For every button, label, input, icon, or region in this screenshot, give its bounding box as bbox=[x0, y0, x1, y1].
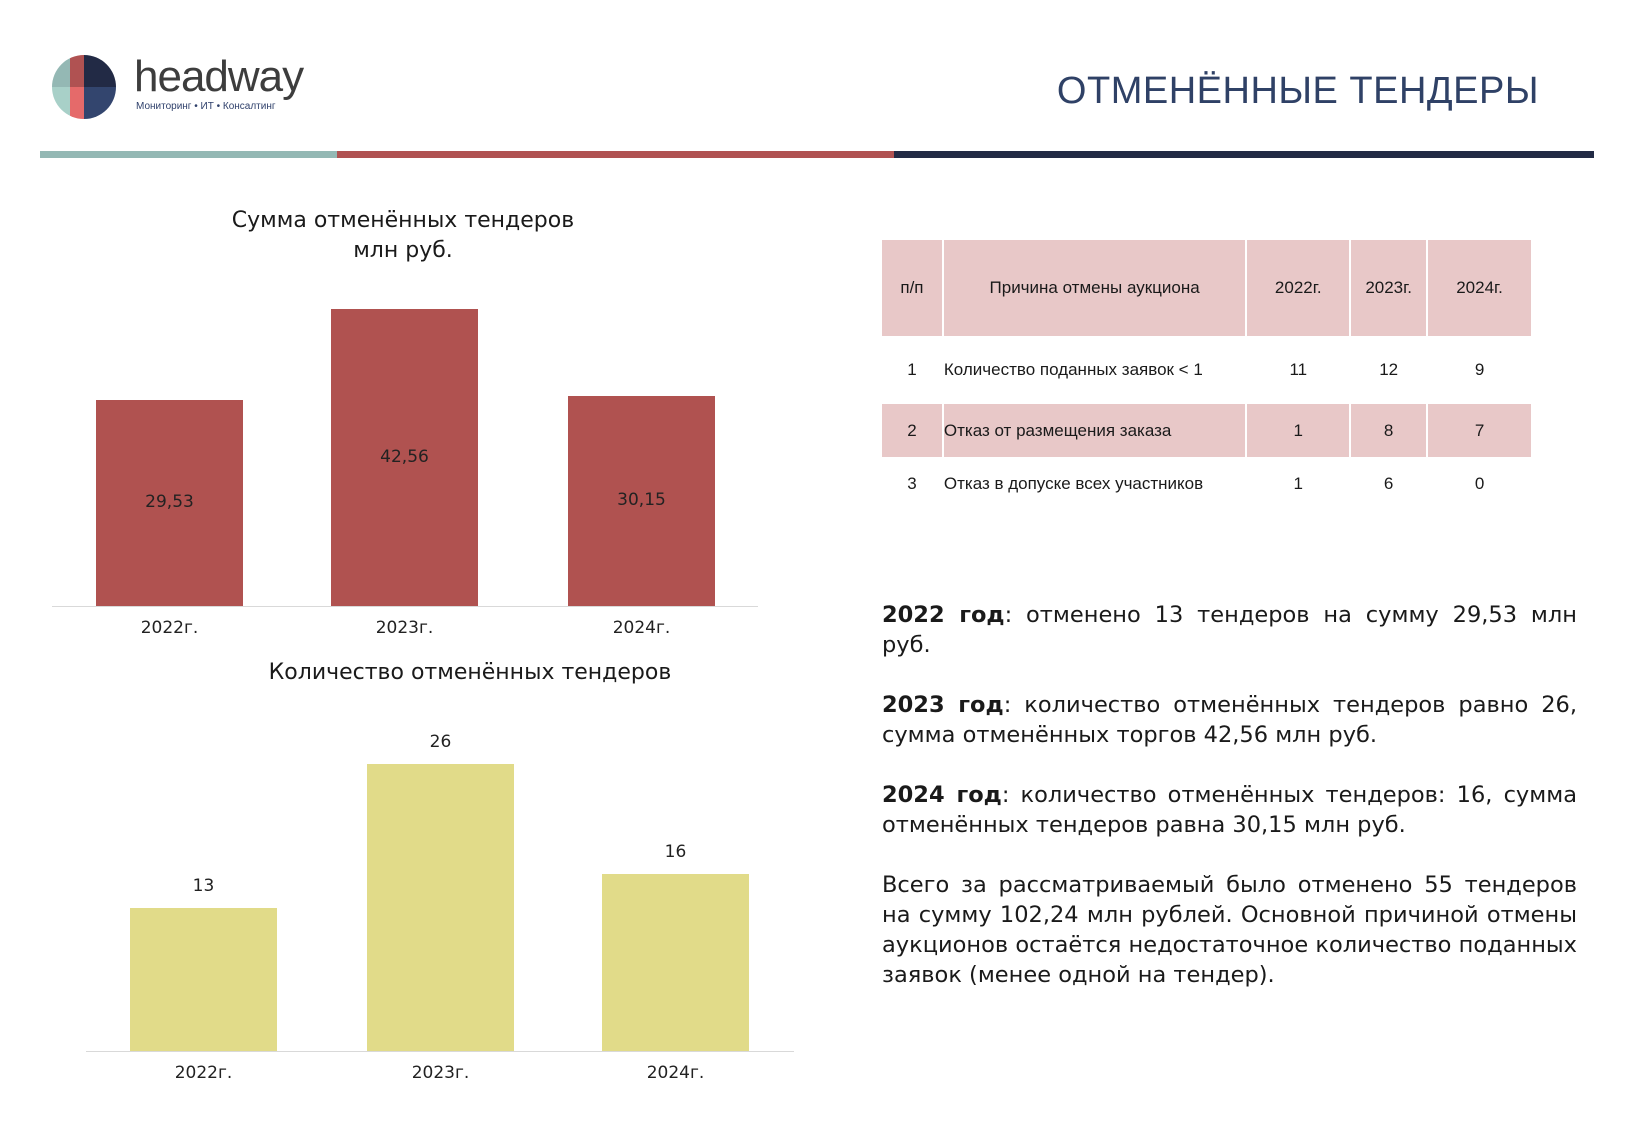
data-label: 16 bbox=[664, 842, 687, 863]
bar-2023г. bbox=[331, 309, 478, 606]
cell: 3 bbox=[882, 457, 944, 511]
header-cell: 2023г. bbox=[1350, 240, 1429, 336]
summary-year: 2022 год bbox=[882, 602, 1005, 628]
summary-body: : отменено 13 тендеров на сумму 29,53 мл… bbox=[882, 602, 1577, 658]
summary-total: Всего за рассматриваемый было отменено 5… bbox=[882, 870, 1577, 990]
bar-2024г. bbox=[568, 395, 715, 606]
chart1-subtitle: млн руб. bbox=[353, 238, 453, 263]
chart2-axis bbox=[86, 1051, 794, 1052]
page-title: ОТМЕНЁННЫЕ ТЕНДЕРЫ bbox=[1056, 70, 1539, 112]
table-row: 1 Количество поданных заявок < 1 11 12 9 bbox=[882, 336, 1533, 404]
bar-2023г. bbox=[367, 764, 514, 1051]
cell: 2 bbox=[882, 404, 944, 457]
chart1-title-block: Сумма отменённых тендеров млн руб. bbox=[203, 206, 603, 266]
cell: 1 bbox=[882, 336, 944, 404]
cell: 1 bbox=[1246, 404, 1352, 457]
cell: Отказ в допуске всех участников bbox=[942, 457, 1248, 511]
cell: 1 bbox=[1246, 457, 1352, 511]
reasons-table: п/п Причина отмены аукциона 2022г. 2023г… bbox=[882, 240, 1533, 511]
summary-2024: 2024 год: количество отменённых тендеров… bbox=[882, 780, 1577, 840]
bar-2022г. bbox=[130, 907, 277, 1051]
brand-tagline: Мониторинг • ИТ • Консалтинг bbox=[136, 101, 276, 112]
cell: 11 bbox=[1246, 336, 1352, 404]
logo-icon bbox=[52, 55, 116, 119]
cell: 6 bbox=[1350, 457, 1429, 511]
cell: 8 bbox=[1350, 404, 1429, 457]
brand-logo-text: headway bbox=[134, 52, 304, 101]
data-label: 30,15 bbox=[617, 489, 666, 510]
data-label: 42,56 bbox=[380, 446, 429, 467]
summary-body: Всего за рассматриваемый было отменено 5… bbox=[882, 872, 1577, 988]
cell: 7 bbox=[1427, 404, 1533, 457]
category-label: 2024г. bbox=[646, 1063, 705, 1083]
table-row: 3 Отказ в допуске всех участников 1 6 0 bbox=[882, 457, 1533, 511]
cell: 0 bbox=[1427, 457, 1533, 511]
cell: Количество поданных заявок < 1 bbox=[942, 336, 1248, 404]
summary-body: : количество отменённых тендеров равно 2… bbox=[882, 692, 1578, 748]
header-cell: 2024г. bbox=[1427, 240, 1533, 336]
data-label: 13 bbox=[192, 875, 215, 896]
cell: Отказ от размещения заказа bbox=[942, 404, 1248, 457]
header-cell: 2022г. bbox=[1246, 240, 1352, 336]
summary-body: : количество отменённых тендеров: 16, су… bbox=[882, 782, 1577, 838]
stripe-red bbox=[337, 151, 894, 158]
chart2-title: Количество отменённых тендеров bbox=[268, 660, 672, 685]
stripe-teal bbox=[40, 151, 337, 158]
header-cell: п/п bbox=[882, 240, 944, 336]
bar-2022г. bbox=[96, 399, 243, 606]
category-label: 2022г. bbox=[140, 618, 199, 638]
cell: 12 bbox=[1350, 336, 1429, 404]
stripe-navy bbox=[894, 151, 1594, 158]
header-cell: Причина отмены аукциона bbox=[942, 240, 1248, 336]
table-row: 2 Отказ от размещения заказа 1 8 7 bbox=[882, 404, 1533, 457]
category-label: 2023г. bbox=[411, 1063, 470, 1083]
cell: 9 bbox=[1427, 336, 1533, 404]
summary-text: 2022 год: отменено 13 тендеров на сумму … bbox=[882, 600, 1577, 1020]
category-label: 2022г. bbox=[174, 1063, 233, 1083]
table-header-row: п/п Причина отмены аукциона 2022г. 2023г… bbox=[882, 240, 1533, 336]
chart1-axis bbox=[52, 606, 758, 607]
summary-2022: 2022 год: отменено 13 тендеров на сумму … bbox=[882, 600, 1577, 660]
summary-year: 2023 год bbox=[882, 692, 1004, 718]
summary-2023: 2023 год: количество отменённых тендеров… bbox=[882, 690, 1577, 750]
chart1-title: Сумма отменённых тендеров bbox=[231, 208, 575, 233]
category-label: 2024г. bbox=[612, 618, 671, 638]
data-label: 29,53 bbox=[145, 491, 194, 512]
category-label: 2023г. bbox=[375, 618, 434, 638]
data-label: 26 bbox=[429, 732, 452, 752]
bar-2024г. bbox=[602, 874, 749, 1051]
summary-year: 2024 год bbox=[882, 782, 1002, 808]
